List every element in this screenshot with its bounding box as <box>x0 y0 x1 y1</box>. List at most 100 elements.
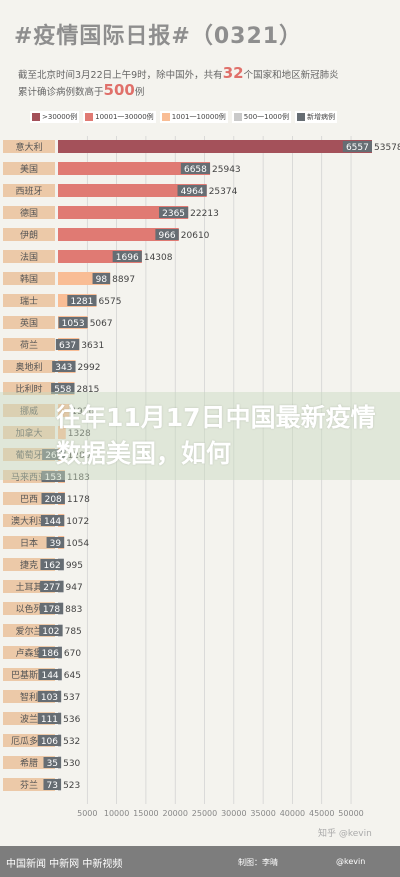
country-label: 卢森堡 <box>15 647 42 659</box>
country-label: 比利时 <box>15 383 42 395</box>
legend-item: 10001一30000例 <box>83 111 156 123</box>
legend-label: 1001一10000例 <box>171 113 226 121</box>
country-label: 智利 <box>20 691 38 703</box>
new-cases-bar <box>43 779 62 790</box>
total-label: 523 <box>63 781 80 791</box>
country-label: 波兰 <box>20 713 38 725</box>
country-tag <box>3 162 55 175</box>
new-cases-bar <box>37 691 62 702</box>
total-label: 785 <box>65 627 82 637</box>
subtitle: 截至北京时间3月22日上午9时，除中国外，共有32个国家和地区新冠肺炎累计确诊病… <box>18 66 348 100</box>
country-tag <box>3 756 55 769</box>
total-label: 1926 <box>71 407 94 417</box>
new-cases-bar <box>52 361 76 372</box>
new-cases-label: 35 <box>47 759 58 769</box>
total-label: 995 <box>66 561 83 571</box>
country-tag <box>3 338 55 351</box>
new-cases-bar <box>55 339 80 350</box>
country-tag <box>3 536 55 549</box>
country-label: 希腊 <box>20 757 38 769</box>
new-cases-bar <box>112 251 142 262</box>
total-label: 53578 <box>374 143 400 153</box>
total-label: 1183 <box>67 473 90 483</box>
total-label: 14308 <box>144 253 173 263</box>
new-cases-label: 6658 <box>184 165 207 175</box>
country-tag <box>3 404 55 417</box>
new-cases-label: 153 <box>45 473 62 483</box>
new-cases-label: 39 <box>50 539 62 549</box>
total-label: 2815 <box>76 385 99 395</box>
watermark: 知乎 @kevin <box>318 829 372 839</box>
new-cases-label: 558 <box>54 385 71 395</box>
total-bar <box>58 162 211 175</box>
country-tag <box>3 448 55 461</box>
country-tag <box>3 250 55 263</box>
new-cases-bar <box>51 383 75 394</box>
total-label: 670 <box>64 649 81 659</box>
country-label: 美国 <box>20 163 38 175</box>
country-tag <box>3 140 55 153</box>
country-label: 挪威 <box>20 405 38 417</box>
new-cases-bar <box>155 229 179 240</box>
new-cases-label: 1696 <box>116 253 139 263</box>
total-label: 1054 <box>66 539 89 549</box>
country-label: 捷克 <box>20 559 38 571</box>
new-cases-bar <box>40 515 65 526</box>
x-tick-label: 15000 <box>133 809 158 818</box>
country-label: 巴基斯坦 <box>11 669 47 681</box>
legend-swatch <box>32 113 40 121</box>
new-cases-label: 6557 <box>346 143 369 153</box>
new-cases-bar <box>39 625 63 636</box>
country-label: 伊朗 <box>20 229 38 241</box>
credit: 制图：李晴 <box>238 858 278 867</box>
new-cases-label: 178 <box>43 605 60 615</box>
total-label: 537 <box>63 693 80 703</box>
x-tick-label: 10000 <box>104 809 129 818</box>
legend-item: 新增病例 <box>294 111 337 123</box>
legend-item: 1001一10000例 <box>159 111 228 123</box>
country-label: 德国 <box>20 207 38 219</box>
country-tag <box>3 778 55 791</box>
legend-swatch <box>85 113 94 121</box>
new-cases-label: 102 <box>42 627 59 637</box>
country-label: 奥地利 <box>15 361 42 373</box>
country-label: 法国 <box>20 251 38 263</box>
total-label: 8897 <box>112 275 135 285</box>
legend-label: 新增病例 <box>306 113 335 121</box>
page-title: #疫情国际日报#（0321） <box>14 24 303 49</box>
legend-swatch <box>233 113 242 121</box>
country-tag <box>3 382 55 395</box>
new-cases-bar <box>43 757 62 768</box>
total-label: 947 <box>66 583 83 593</box>
new-cases-bar <box>38 647 62 658</box>
new-cases-label: 343 <box>55 363 72 373</box>
total-bar <box>58 426 66 439</box>
new-cases-bar <box>40 581 64 592</box>
new-cases-bar <box>177 185 207 196</box>
total-label: 532 <box>63 737 80 747</box>
new-cases-label: 144 <box>41 671 58 681</box>
total-label: 25943 <box>212 165 241 175</box>
total-bar <box>58 140 372 153</box>
country-tag <box>3 206 55 219</box>
country-label: 芬兰 <box>20 779 38 791</box>
country-label: 瑞士 <box>20 295 38 307</box>
country-label: 荷兰 <box>20 339 38 351</box>
country-tag <box>3 316 55 329</box>
new-cases-bar <box>40 559 64 570</box>
new-cases-bar <box>46 537 65 548</box>
new-cases-label: 637 <box>59 341 76 351</box>
case-threshold: 500 <box>103 81 135 99</box>
x-tick-label: 50000 <box>338 809 363 818</box>
total-label: 1178 <box>67 495 90 505</box>
country-tag <box>3 294 55 307</box>
footer-bar: 中国新闻 中新网 中新视频 制图：李晴 @kevin <box>0 846 400 877</box>
total-label: 1072 <box>66 517 89 527</box>
legend-swatch <box>161 113 170 121</box>
x-tick-label: 20000 <box>162 809 187 818</box>
new-cases-label: 1281 <box>70 297 93 307</box>
new-cases-label: 111 <box>41 715 58 725</box>
new-cases-label: 1053 <box>62 319 85 329</box>
bar-chart: 5000 10000 15000 20000 25000 30000 35000 40000 4… <box>3 136 400 818</box>
new-cases-bar <box>180 163 211 174</box>
